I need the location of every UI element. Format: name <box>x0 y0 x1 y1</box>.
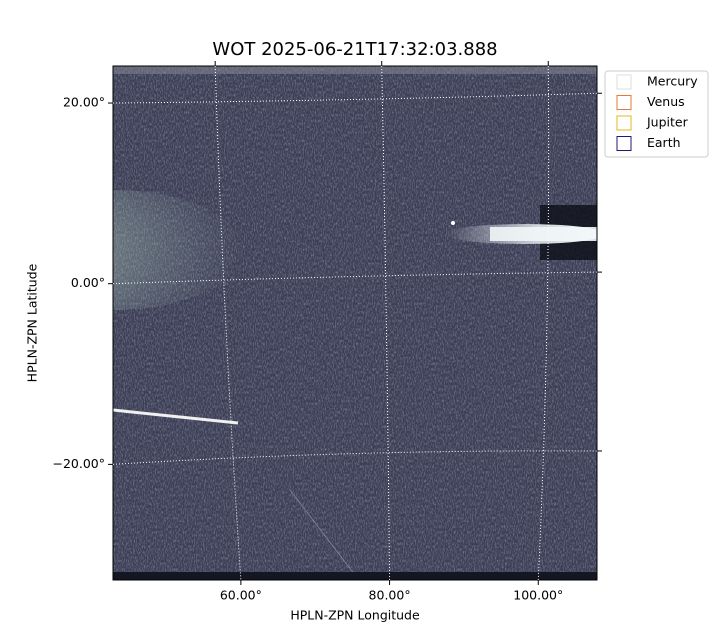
legend-label: Mercury <box>647 74 698 89</box>
legend-swatch <box>616 115 632 131</box>
legend <box>604 70 709 158</box>
y-tick-label: 0.00° <box>71 275 105 290</box>
image <box>113 66 597 580</box>
legend-label: Venus <box>647 94 685 109</box>
grid-line <box>112 450 598 465</box>
legend-label: Earth <box>647 135 681 150</box>
legend-swatch <box>616 95 632 110</box>
x-tick-label: 80.00° <box>369 588 411 603</box>
legend-swatch <box>616 74 632 90</box>
y-tick-label: 20.00° <box>63 95 105 110</box>
x-tick-label: 60.00° <box>220 588 262 603</box>
grid-line <box>112 271 598 285</box>
y-tick-label: −20.00° <box>52 456 105 471</box>
legend-swatch <box>616 136 632 151</box>
y-axis-label: HPLN-ZPN Latitude <box>25 263 40 382</box>
x-tick-label: 100.00° <box>513 588 563 603</box>
chart-title: WOT 2025-06-21T17:32:03.888 <box>212 39 497 60</box>
axes-frame <box>112 65 598 581</box>
x-axis-label: HPLN-ZPN Longitude <box>290 608 420 623</box>
legend-label: Jupiter <box>646 115 689 130</box>
grid-line <box>112 92 598 104</box>
